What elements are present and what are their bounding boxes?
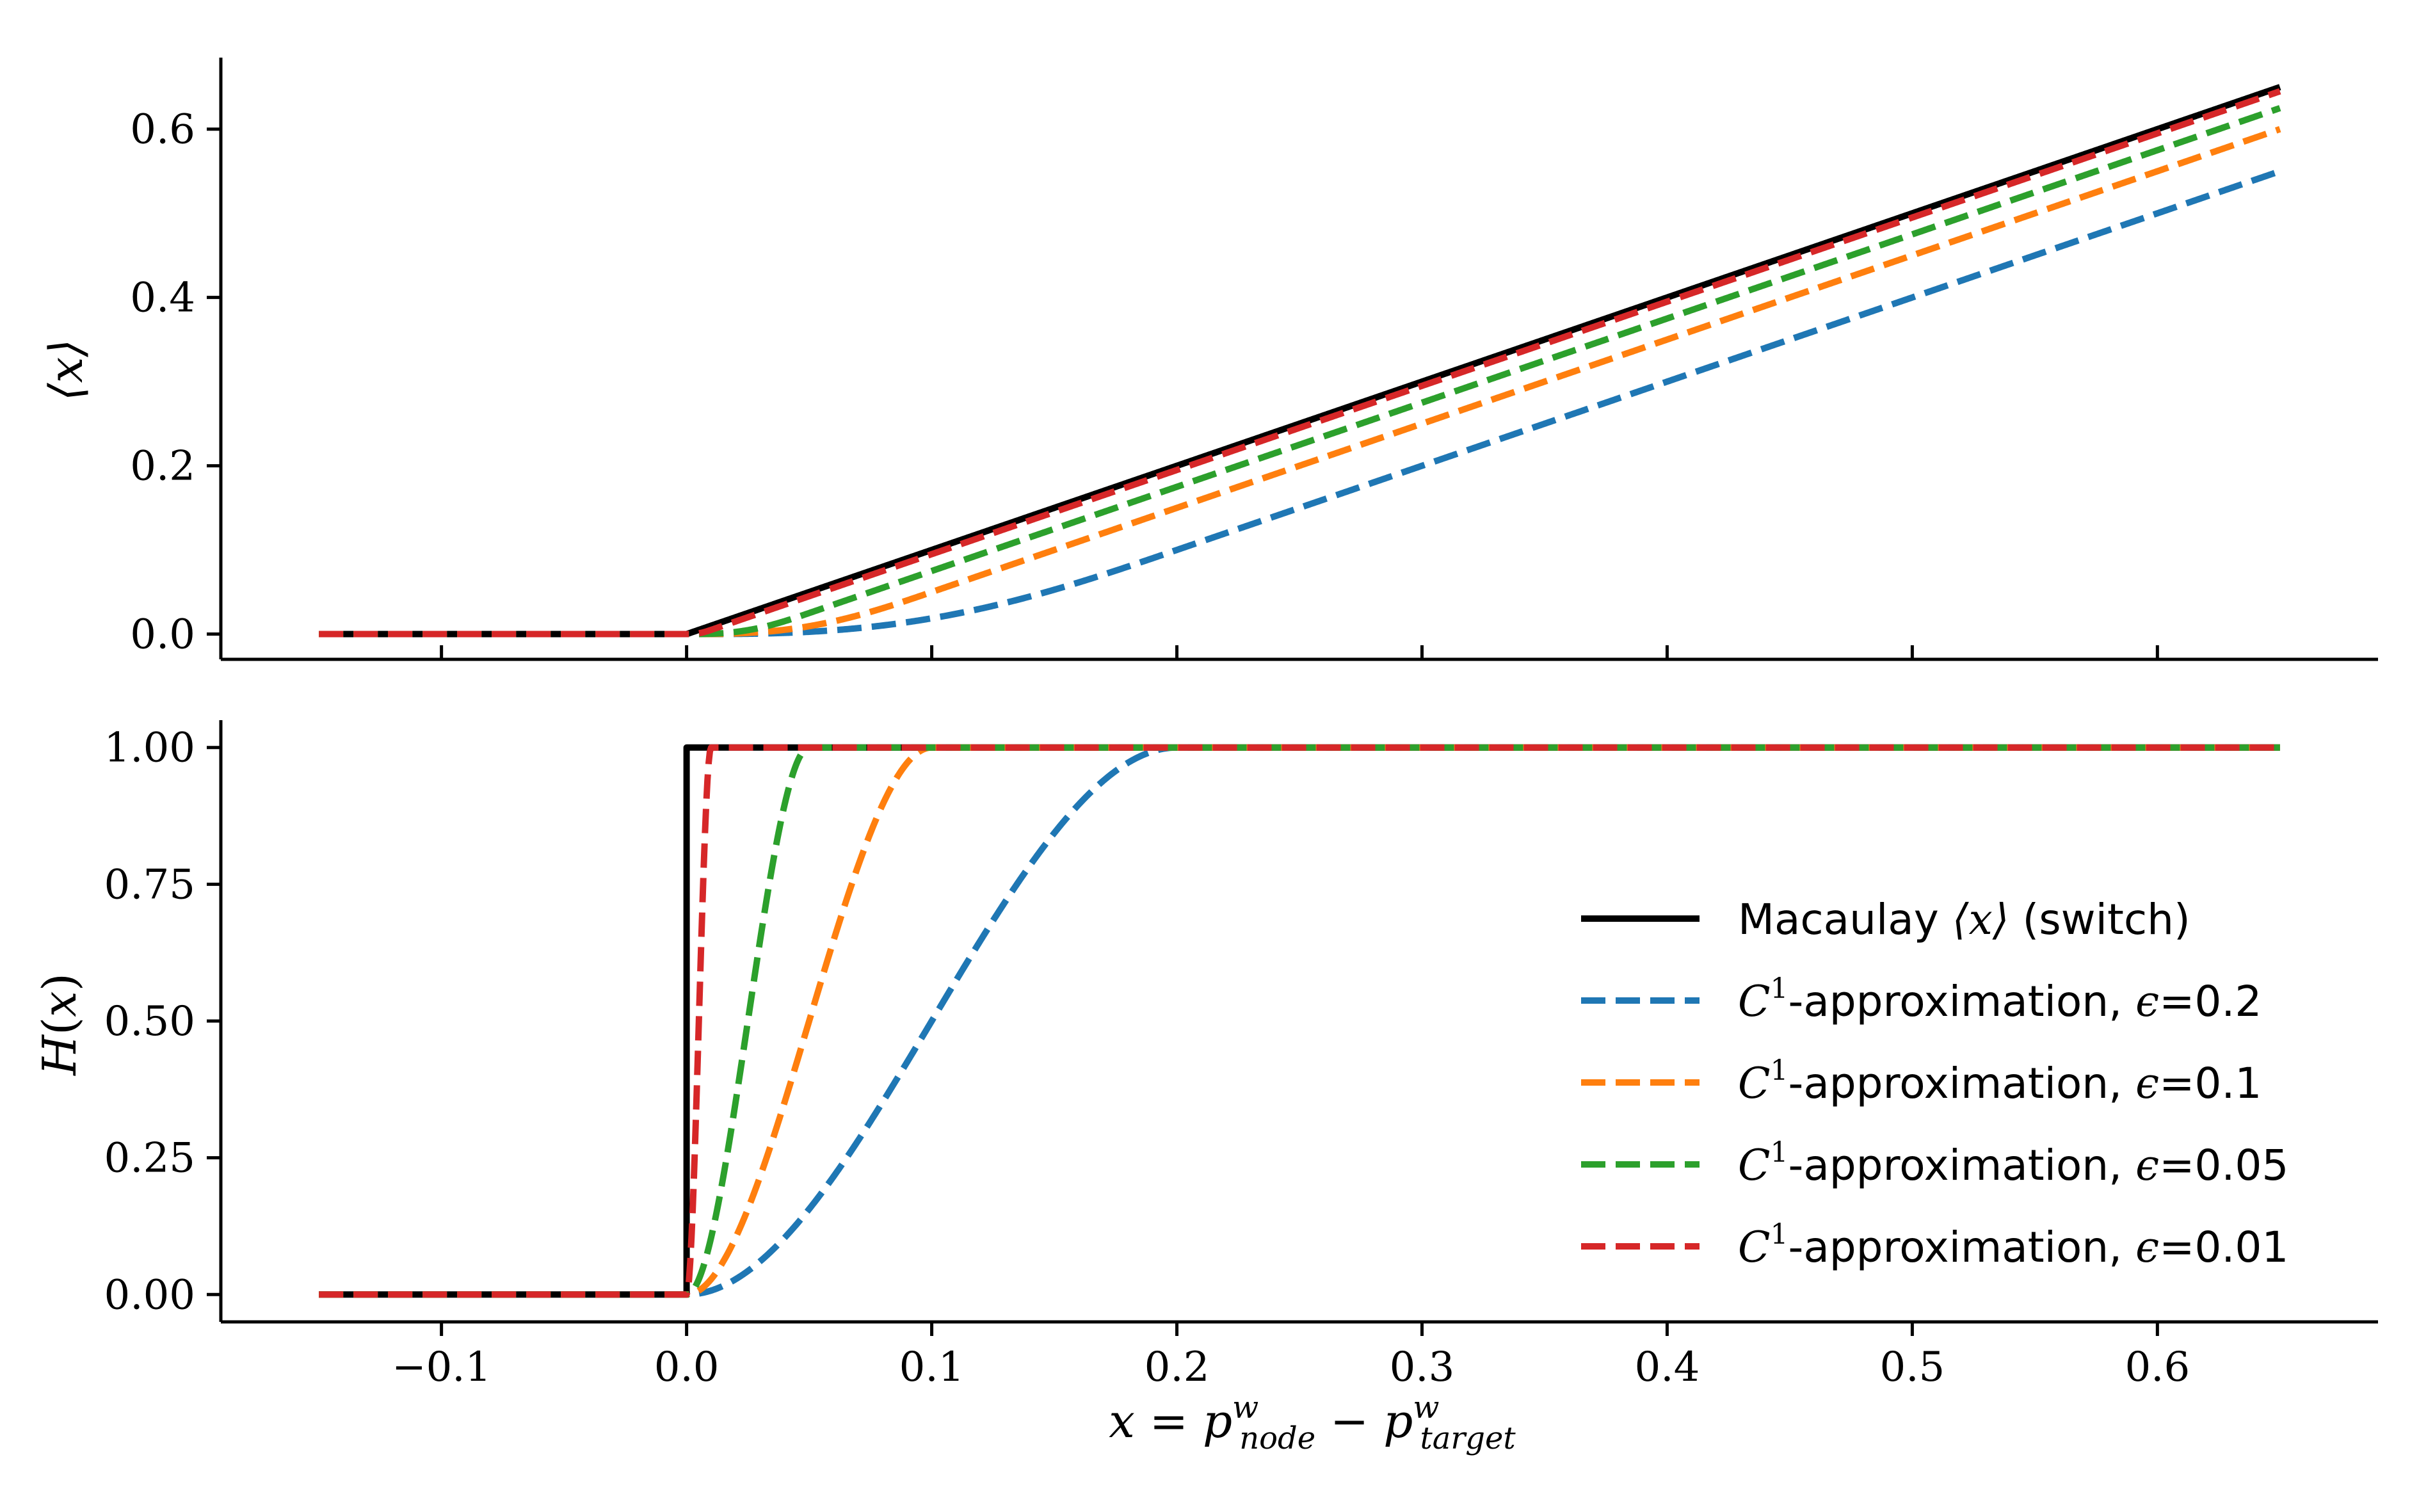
bottom-series-group: [317, 744, 2282, 1298]
x-tick-label: 0.1: [899, 1344, 965, 1391]
xlabel-p1-sub: node: [1239, 1420, 1315, 1456]
legend-text-part: =0.01: [2159, 1223, 2288, 1272]
legend-label-1: C1-approximation, ϵ=0.2: [1738, 972, 2262, 1026]
legend-text-part: ⟨x⟩: [1952, 895, 2009, 944]
x-tick-label: 0.2: [1145, 1344, 1210, 1391]
bottom-series-line-4: [317, 744, 2282, 1298]
legend-text-part: =0.1: [2159, 1059, 2262, 1108]
y-tick-label: 0.0: [130, 611, 195, 659]
top-series-group: [317, 84, 2282, 638]
legend-text-part: 1: [1771, 1054, 1788, 1087]
top-series-line-2: [317, 126, 2282, 638]
top-series-line-1: [317, 168, 2282, 638]
y-tick-label: 0.50: [104, 998, 196, 1045]
legend-label-4: C1-approximation, ϵ=0.01: [1738, 1218, 2288, 1272]
legend-text-part: =0.05: [2159, 1141, 2288, 1190]
legend-text-part: 1: [1771, 1218, 1788, 1251]
legend-text-part: =0.2: [2159, 977, 2262, 1026]
y-tick-label: 0.25: [104, 1135, 196, 1182]
x-tick-label: 0.4: [1635, 1344, 1700, 1391]
y-tick-label: 0.75: [104, 861, 196, 908]
legend-text-part: ϵ: [2135, 1141, 2159, 1190]
ylabel-paren: (: [33, 1017, 86, 1035]
xlabel-x: x: [1109, 1394, 1135, 1448]
legend-label-3: C1-approximation, ϵ=0.05: [1738, 1136, 2288, 1190]
y-tick-label: 0.2: [130, 443, 195, 490]
x-tick-label: 0.6: [2125, 1344, 2190, 1391]
legend-text-part: ϵ: [2135, 1223, 2159, 1272]
legend-text-part: ϵ: [2135, 1059, 2159, 1108]
x-tick-label: 0.3: [1390, 1344, 1455, 1391]
legend-text-part: C: [1738, 1141, 1771, 1190]
y-tick-label: 1.00: [104, 725, 196, 772]
legend-text-part: -approximation,: [1788, 1141, 2136, 1190]
x-tick-label: 0.0: [654, 1344, 719, 1391]
top-ylabel: ⟨x⟩: [39, 339, 93, 401]
ylabel-x: x: [33, 991, 86, 1017]
legend-text-part: -approximation,: [1788, 977, 2136, 1026]
y-tick-label: 0.6: [130, 106, 195, 154]
bottom-xlabel: x = pw node − pw target: [1109, 1390, 1516, 1456]
legend-label-0: Macaulay ⟨x⟩ (switch): [1738, 895, 2190, 944]
xlabel-p1-sup: w: [1232, 1390, 1258, 1426]
legend-text-part: 1: [1771, 1136, 1788, 1169]
xlabel-eq: =: [1135, 1394, 1203, 1448]
legend-text-part: Macaulay: [1738, 895, 1952, 944]
bottom-panel: 0.00 0.25 0.50 0.75 1.00 −0.1 0.0 0.1 0.2 0.3 0.4 0…: [33, 720, 2378, 1456]
legend-text-part: ϵ: [2135, 977, 2159, 1026]
ylabel-H: H: [33, 1034, 86, 1077]
top-axes: 0.0 0.2 0.4 0.6: [130, 58, 2378, 661]
xlabel-p2-sub: target: [1420, 1420, 1516, 1456]
bottom-axes: 0.00 0.25 0.50 0.75 1.00 −0.1 0.0 0.1 0.2 0.3 0.4 0…: [104, 720, 2378, 1391]
x-tick-label: −0.1: [392, 1344, 491, 1391]
xlabel-p2-sup: w: [1413, 1390, 1439, 1426]
x-tick-label: 0.5: [1879, 1344, 1945, 1391]
legend-label-2: C1-approximation, ϵ=0.1: [1738, 1054, 2262, 1108]
legend-text-part: C: [1738, 977, 1771, 1026]
legend: Macaulay ⟨x⟩ (switch)C1-approximation, ϵ…: [1581, 895, 2288, 1272]
bottom-ylabel: H(x): [33, 973, 86, 1077]
top-series-line-4: [317, 88, 2282, 638]
legend-text-part: -approximation,: [1788, 1059, 2136, 1108]
legend-text-part: C: [1738, 1059, 1771, 1108]
top-panel: 0.0 0.2 0.4 0.6 ⟨x⟩: [39, 58, 2378, 661]
top-series-line-0: [317, 84, 2282, 638]
ylabel-paren-close: ): [33, 973, 86, 991]
y-tick-label: 0.00: [104, 1271, 196, 1319]
legend-text-part: 1: [1771, 972, 1788, 1005]
xlabel-minus: −: [1315, 1394, 1383, 1448]
xlabel-p2: p: [1383, 1394, 1413, 1448]
legend-text-part: C: [1738, 1223, 1771, 1272]
legend-text-part: -approximation,: [1788, 1223, 2136, 1272]
xlabel-p1: p: [1203, 1394, 1232, 1448]
y-tick-label: 0.4: [130, 275, 195, 322]
legend-text-part: (switch): [2009, 895, 2190, 944]
